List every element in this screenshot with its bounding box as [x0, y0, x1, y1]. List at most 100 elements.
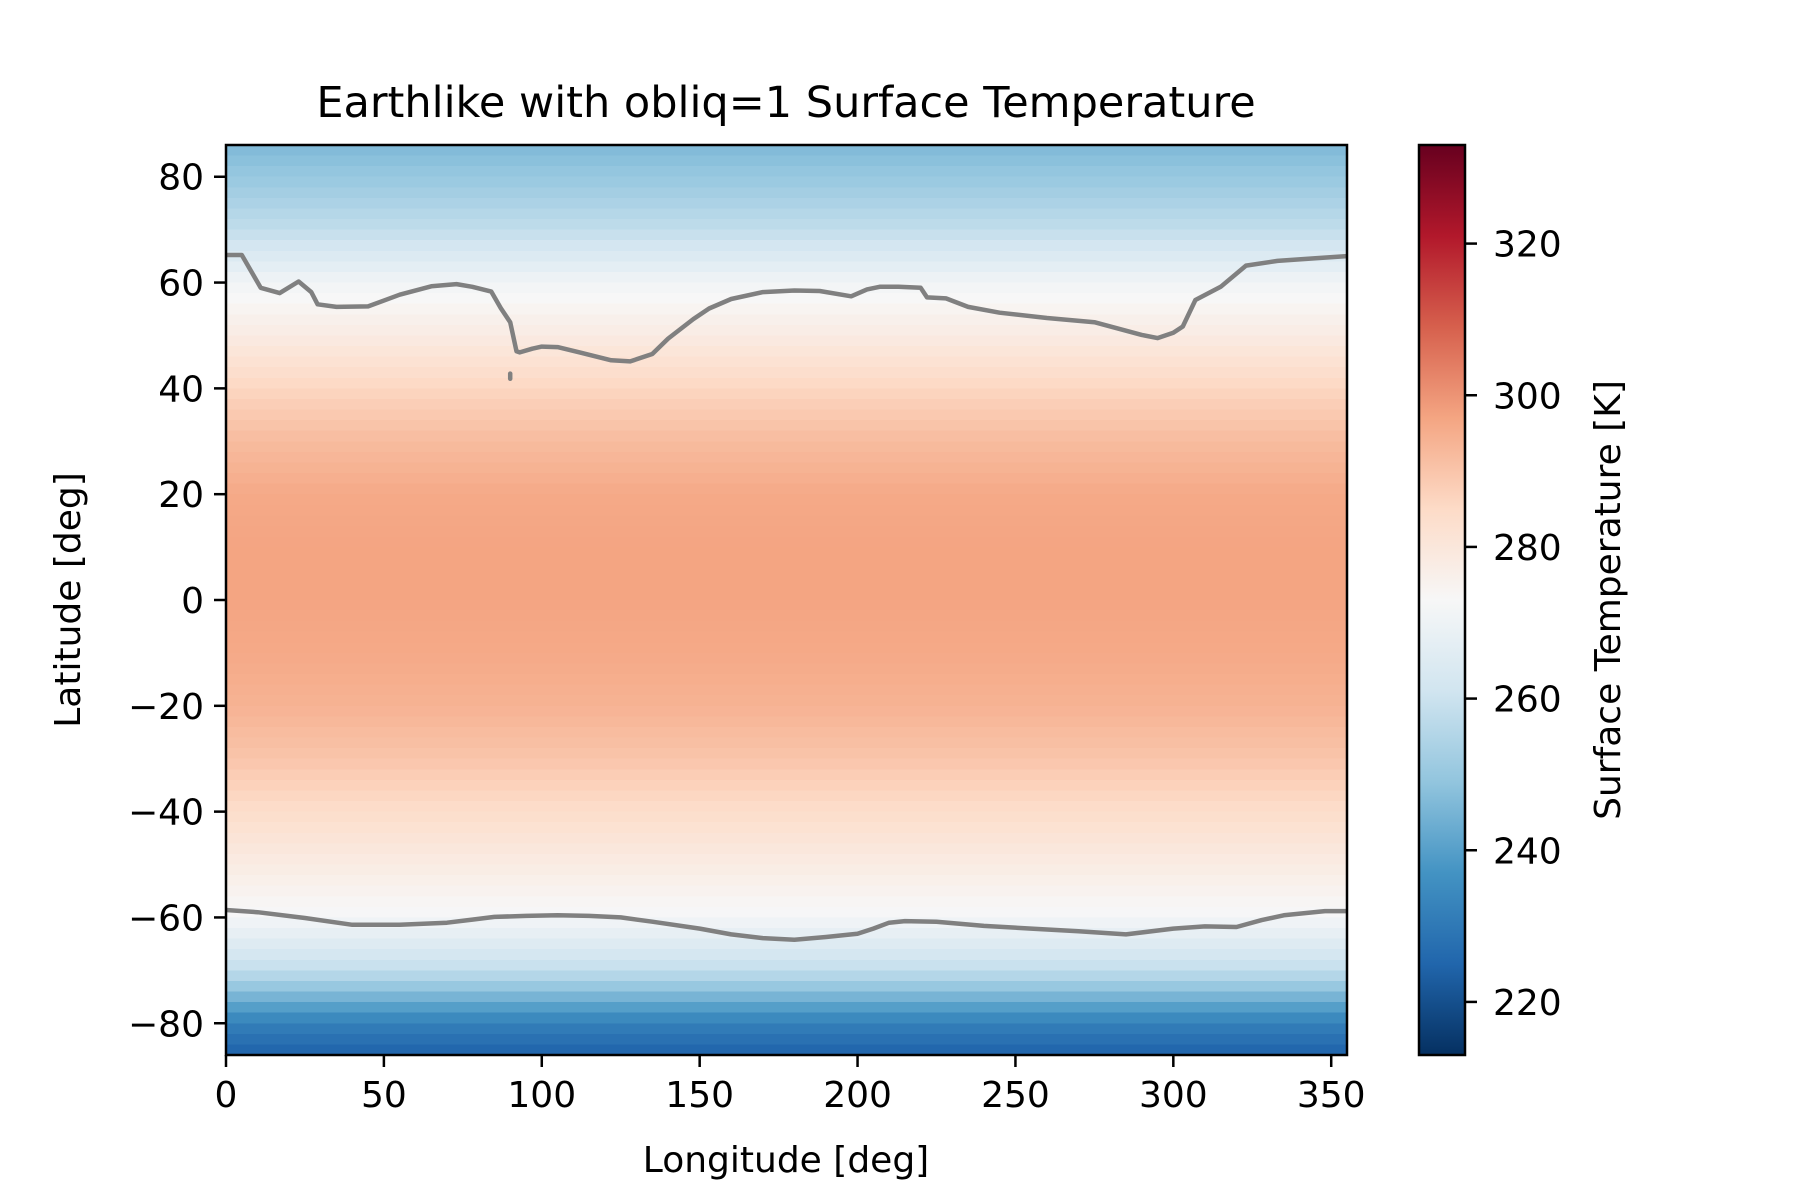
contour-line-north: [226, 252, 1347, 364]
y-axis-label: Latitude [deg]: [48, 472, 89, 728]
heatmap-band: [226, 473, 1347, 485]
heatmap-band: [226, 674, 1347, 686]
heatmap-band: [226, 166, 1347, 178]
x-axis: 0 50 100 150 200 250 300 350: [215, 1055, 1366, 1116]
heatmap-band: [226, 822, 1347, 834]
heatmap-band: [226, 758, 1347, 771]
heatmap-band: [226, 420, 1347, 432]
colorbar-axis: 220 240 260 280 300 320: [1465, 225, 1562, 1024]
heatmap-band: [226, 769, 1347, 781]
heatmap-band: [226, 790, 1347, 802]
heatmap-band: [226, 652, 1347, 665]
heatmap-band: [226, 853, 1347, 866]
heatmap-band: [226, 589, 1347, 601]
y-tick-label: −80: [128, 1004, 204, 1045]
heatmap-band: [226, 875, 1347, 887]
heatmap-band: [226, 494, 1347, 506]
heatmap-band: [226, 1044, 1347, 1055]
heatmap-band: [226, 811, 1347, 824]
heatmap-band: [226, 1023, 1347, 1035]
heatmap-band: [226, 356, 1347, 369]
heatmap-band: [226, 271, 1347, 284]
heatmap-band: [226, 441, 1347, 453]
heatmap-band: [226, 896, 1347, 908]
heatmap-band: [226, 642, 1347, 654]
heatmap-band: [226, 885, 1347, 898]
colorbar-tick-label: 260: [1493, 680, 1562, 721]
x-tick-label: 0: [215, 1075, 238, 1116]
chart-title: Earthlike with obliq=1 Surface Temperatu…: [316, 78, 1255, 128]
heatmap-band: [226, 303, 1347, 316]
heatmap-band: [226, 409, 1347, 421]
heatmap-band: [226, 716, 1347, 728]
heatmap-band: [226, 462, 1347, 474]
heatmap-band: [226, 229, 1347, 242]
heatmap-band: [226, 843, 1347, 855]
heatmap-band: [226, 917, 1347, 929]
heatmap-band: [226, 483, 1347, 495]
contour-line-south: [226, 907, 1347, 942]
x-tick-label: 50: [361, 1075, 407, 1116]
heatmap-band: [226, 949, 1347, 961]
heatmap-band: [226, 197, 1347, 210]
heatmap-band: [226, 293, 1347, 305]
heatmap-band: [226, 525, 1347, 538]
x-tick-label: 250: [981, 1075, 1050, 1116]
heatmap-band: [226, 1012, 1347, 1025]
colorbar: [1417, 143, 1467, 1057]
heatmap-band: [226, 187, 1347, 199]
heatmap-band: [226, 959, 1347, 972]
colorbar-tick-label: 300: [1493, 376, 1562, 417]
y-tick-label: −60: [128, 898, 204, 939]
heatmap-band: [226, 1033, 1347, 1046]
x-tick-label: 200: [823, 1075, 892, 1116]
heatmap-band: [226, 991, 1347, 1003]
heatmap-band: [226, 398, 1347, 411]
heatmap-band: [226, 928, 1347, 940]
freezing-contours: [226, 252, 1347, 942]
heatmap-band: [226, 568, 1347, 580]
heatmap-band: [226, 938, 1347, 950]
y-tick-label: 0: [181, 581, 204, 622]
heatmap-band: [226, 695, 1347, 707]
x-tick-label: 300: [1139, 1075, 1208, 1116]
colorbar-tick-label: 320: [1493, 225, 1562, 266]
heatmap-band: [226, 314, 1347, 326]
colorbar-label: Surface Temperature [K]: [1588, 380, 1629, 820]
heatmap-band: [226, 779, 1347, 792]
heatmap-band: [226, 705, 1347, 718]
heatmap-band: [226, 451, 1347, 464]
heatmap-band: [226, 557, 1347, 570]
y-tick-label: 20: [158, 475, 204, 516]
heatmap-band: [226, 240, 1347, 252]
heatmap-band: [226, 631, 1347, 644]
heatmap-band: [226, 578, 1347, 591]
x-tick-label: 350: [1297, 1075, 1366, 1116]
heatmap-band: [226, 832, 1347, 845]
heatmap-band: [226, 515, 1347, 527]
y-axis: 80 60 40 20 0 −20 −40 −60 −80: [128, 158, 226, 1045]
heatmap-band: [226, 176, 1347, 189]
heatmap-band: [226, 748, 1347, 760]
colorbar-tick-label: 280: [1493, 528, 1562, 569]
colorbar-tick-label: 220: [1493, 983, 1562, 1024]
heatmap-band: [226, 145, 1347, 157]
heatmap-band: [226, 335, 1347, 347]
heatmap-band: [226, 621, 1347, 633]
heatmap-band: [226, 504, 1347, 517]
heatmap-band: [226, 970, 1347, 982]
heatmap-band: [226, 547, 1347, 559]
heatmap-band: [226, 367, 1347, 379]
heatmap-band: [226, 663, 1347, 675]
y-tick-label: −20: [128, 687, 204, 728]
heatmap-band: [226, 980, 1347, 993]
colorbar-tick-label: 240: [1493, 831, 1562, 872]
heatmap-band: [226, 250, 1347, 263]
heatmap-band: [226, 737, 1347, 749]
heatmap-band: [226, 219, 1347, 231]
y-tick-label: 80: [158, 158, 204, 199]
heatmap-band: [226, 610, 1347, 622]
heatmap-band: [226, 324, 1347, 337]
x-tick-label: 100: [507, 1075, 576, 1116]
